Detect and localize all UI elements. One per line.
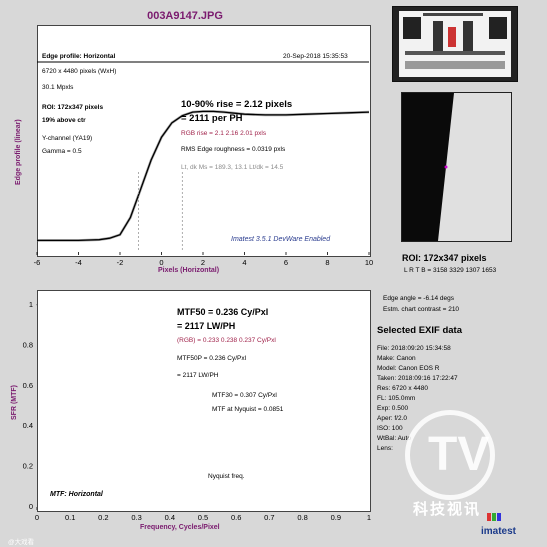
exif-row: Res: 6720 x 4480: [377, 385, 428, 392]
mtf-ylabel: SFR (MTF): [11, 385, 18, 420]
mtf-y-tick-label: 0.4: [23, 421, 33, 430]
exif-row: File: 2018:09:20 15:34:58: [377, 345, 451, 352]
exif-title: Selected EXIF data: [377, 325, 463, 336]
edge-angle: Edge angle = -6.14 degs: [383, 295, 455, 302]
mtf-panel: [37, 290, 371, 512]
rgb-rise: RGB rise = 2.1 2.16 2.01 pxls: [181, 130, 267, 137]
rise-line-1: 10-90% rise = 2.12 pixels: [181, 99, 293, 110]
mtf-x-tick-label: 0.7: [264, 513, 274, 522]
mtf-y-tick-label: 0.6: [23, 381, 33, 390]
mtf50-lw: = 2117 LW/PH: [177, 321, 236, 331]
chart-thumbnail: [392, 6, 518, 82]
edge-x-tick-label: 0: [159, 258, 163, 267]
exif-row: WtBal: Auto: [377, 435, 411, 442]
lt-dk: Lt, dk Ms = 189.3, 13.1 Lt/dk = 14.5: [181, 164, 284, 171]
mtf-corner-label: MTF: Horizontal: [50, 491, 103, 498]
mtf-xlabel: Frequency, Cycles/Pixel: [140, 524, 220, 531]
edge-profile-line: [37, 110, 370, 242]
roi-crop: [401, 92, 512, 242]
channel-line-2: Gamma = 0.5: [42, 148, 82, 155]
exif-row: Exp: 0.500: [377, 405, 409, 412]
tv-logo: TV: [405, 410, 495, 500]
mtf-x-tick-label: 0: [35, 513, 39, 522]
edge-header-left: Edge profile: Horizontal: [42, 53, 116, 60]
nyquist-label: Nyquist freq.: [208, 473, 245, 480]
mtf50: MTF50 = 0.236 Cy/Pxl: [177, 307, 269, 317]
file-title: 003A9147.JPG: [147, 10, 223, 22]
edge-x-tick-label: 8: [325, 258, 329, 267]
mtf50p: MTF50P = 0.236 Cy/Pxl: [177, 355, 247, 362]
rms-roughness: RMS Edge roughness = 0.0319 pxls: [181, 146, 286, 153]
edge-x-tick-label: 6: [284, 258, 288, 267]
edge-x-tick-label: -6: [34, 258, 41, 267]
mtf-y-tick-label: 1: [29, 300, 33, 309]
edge-x-tick-label: -4: [75, 258, 82, 267]
edge-x-tick-label: -2: [117, 258, 124, 267]
exif-row: Make: Canon: [377, 355, 416, 362]
edge-ylabel: Edge profile (linear): [15, 119, 22, 185]
imatest-logo: [481, 513, 521, 527]
mtf-y-tick-label: 0.8: [23, 340, 33, 349]
roi-caption: ROI: 172x347 pixels: [402, 253, 487, 263]
edge-info-mp: 30.1 Mpxls: [42, 84, 74, 91]
edge-xlabel: Pixels (Horizontal): [158, 267, 220, 274]
roi-edge-image: [402, 93, 454, 241]
mtf-x-tick-label: 1: [367, 513, 371, 522]
edge-x-tick-label: 2: [201, 258, 205, 267]
mtf-rgb: (RGB) = 0.233 0.238 0.237 Cy/Pxl: [177, 337, 276, 344]
mtf-nyquist: MTF at Nyquist = 0.0851: [212, 406, 284, 413]
roi-line-2: 19% above ctr: [42, 117, 86, 124]
exif-row: ISO: 100: [377, 425, 403, 432]
exif-row: Lens:: [377, 445, 393, 452]
corner-watermark: @大戏看: [8, 539, 35, 546]
mtf-y-tick-label: 0.2: [23, 462, 33, 471]
exif-row: Aper: f/2.0: [377, 415, 407, 422]
edge-x-tick-label: 4: [242, 258, 246, 267]
mtf-x-tick-label: 0.5: [198, 513, 208, 522]
mtf-x-tick-label: 0.1: [65, 513, 75, 522]
logo-text: 科技视讯: [413, 501, 482, 518]
edge-x-tick-label: 10: [365, 258, 373, 267]
mtf-x-tick-label: 0.9: [331, 513, 341, 522]
mtf-x-tick-label: 0.3: [131, 513, 141, 522]
rise-line-2: = 2111 per PH: [181, 113, 243, 124]
mtf-x-tick-label: 0.4: [165, 513, 175, 522]
channel-line-1: Y-channel (YA19): [42, 135, 93, 142]
lrtb: L R T B = 3158 3329 1307 1653: [404, 267, 497, 274]
mtf30: MTF30 = 0.307 Cy/Pxl: [212, 392, 277, 399]
imatest-watermark: Imatest 3.5.1 DevWare Enabled: [231, 236, 331, 243]
mtf-x-tick-label: 0.8: [297, 513, 307, 522]
imatest-brand: imatest: [481, 526, 517, 537]
edge-profile-panel: [37, 25, 371, 257]
roi-line-1: ROI: 172x347 pixels: [42, 104, 104, 111]
exif-row: FL: 105.0mm: [377, 395, 416, 402]
exif-row: Model: Canon EOS R: [377, 365, 440, 372]
mtf-x-tick-label: 0.6: [231, 513, 241, 522]
exif-row: Taken: 2018:09:16 17:22:47: [377, 375, 458, 382]
mtf-x-tick-label: 0.2: [98, 513, 108, 522]
mtf50p-lw: = 2117 LW/PH: [177, 372, 219, 379]
chart-contrast: Estm. chart contrast = 210: [383, 306, 460, 313]
edge-header-right: 20-Sep-2018 15:35:53: [283, 53, 348, 60]
edge-info-res: 6720 x 4480 pixels (WxH): [42, 68, 117, 75]
mtf-y-tick-label: 0: [29, 502, 33, 511]
